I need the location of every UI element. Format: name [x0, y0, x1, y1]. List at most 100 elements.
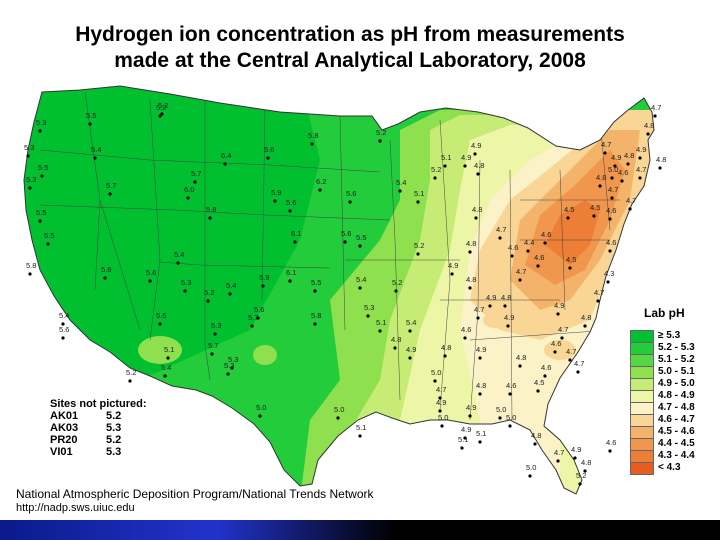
site-marker — [228, 292, 232, 296]
site-marker — [608, 217, 612, 221]
site-marker — [261, 284, 265, 288]
site-value-label: 4.9 — [461, 153, 471, 162]
site-value-label: 6.2 — [316, 177, 326, 186]
site-marker — [473, 152, 477, 156]
site-value-label: 5.6 — [254, 305, 264, 314]
site-marker — [193, 180, 197, 184]
site-marker — [626, 162, 630, 166]
site-marker — [348, 200, 352, 204]
site-value-label: 4.6 — [541, 363, 551, 372]
site-marker — [398, 189, 402, 193]
site-value-label: 4.7 — [636, 165, 646, 174]
site-value-label: 4.5 — [564, 205, 574, 214]
site-marker — [46, 242, 50, 246]
site-value-label: 5.8 — [26, 261, 36, 270]
site-marker — [658, 166, 662, 170]
site-marker — [460, 446, 464, 450]
site-marker — [498, 236, 502, 240]
site-marker — [288, 279, 292, 283]
site-marker — [653, 114, 657, 118]
site-value-label: 5.6 — [146, 268, 156, 277]
site-row: AK03 5.3 — [50, 422, 147, 434]
site-marker — [613, 164, 617, 168]
site-value-label: 4.8 — [516, 353, 526, 362]
site-marker — [488, 304, 492, 308]
legend-swatch — [630, 461, 654, 475]
site-value-label: 5.1 — [164, 345, 174, 354]
site-value-label: 4.8 — [656, 155, 666, 164]
site-value-label: 4.9 — [636, 145, 646, 154]
site-value-label: 5.1 — [414, 189, 424, 198]
site-value-label: 4.7 — [601, 140, 611, 149]
site-marker — [293, 240, 297, 244]
site-marker — [378, 329, 382, 333]
site-marker — [443, 164, 447, 168]
site-marker — [226, 372, 230, 376]
site-marker — [526, 249, 530, 253]
site-value-label: 4.9 — [448, 261, 458, 270]
legend-item: 4.6 - 4.7 — [630, 413, 695, 427]
state-boundaries — [39, 91, 620, 421]
site-value-label: 5.0 — [506, 413, 516, 422]
site-marker — [566, 216, 570, 220]
site-value-label: 4.9 — [471, 141, 481, 150]
site-value-label: 5.8 — [311, 311, 321, 320]
site-marker — [336, 416, 340, 420]
site-value-label: 4.9 — [461, 425, 471, 434]
legend-label: 5.1 - 5.2 — [658, 354, 695, 365]
site-marker — [26, 154, 30, 158]
site-marker — [628, 207, 632, 211]
site-value-label: 4.7 — [608, 185, 618, 194]
site-marker — [394, 289, 398, 293]
site-value-label: 5.7 — [106, 181, 116, 190]
site-marker — [103, 276, 107, 280]
site-marker — [273, 199, 277, 203]
site-marker — [583, 469, 587, 473]
legend-item: 5.0 - 5.1 — [630, 365, 695, 379]
site-value-label: 4.6 — [551, 339, 561, 348]
site-value-label: 4.8 — [472, 205, 482, 214]
site-marker — [536, 389, 540, 393]
site-marker — [208, 216, 212, 220]
site-value-label: 5.4 — [406, 318, 416, 327]
site-value-label: 4.8 — [501, 293, 511, 302]
site-value-label: 4.8 — [466, 275, 476, 284]
site-marker — [443, 354, 447, 358]
site-marker — [38, 129, 42, 133]
site-value-label: 5.6 — [346, 189, 356, 198]
site-marker — [608, 449, 612, 453]
site-marker — [583, 324, 587, 328]
site-value-label: 5.4 — [226, 281, 236, 290]
site-marker — [416, 200, 420, 204]
site-value-label: 5.2 — [392, 278, 402, 287]
legend-label: 4.9 - 5.0 — [658, 378, 695, 389]
source-url[interactable]: http://nadp.sws.uiuc.edu — [16, 502, 135, 514]
site-marker — [510, 254, 514, 258]
site-value-label: 4.6 — [606, 438, 616, 447]
site-value-label: 6.4 — [221, 151, 231, 160]
site-value-label: 4.4 — [524, 238, 534, 247]
site-value-label: 5.4 — [396, 178, 406, 187]
title-line-1: Hydrogen ion concentration as pH from me… — [75, 23, 625, 46]
site-value-label: 4.6 — [508, 243, 518, 252]
site-marker — [108, 192, 112, 196]
site-marker — [474, 216, 478, 220]
site-marker — [343, 240, 347, 244]
site-marker — [610, 176, 614, 180]
legend-item: 4.8 - 4.9 — [630, 389, 695, 403]
site-marker — [468, 414, 472, 418]
site-marker — [608, 249, 612, 253]
site-marker — [206, 299, 210, 303]
site-value-label: 5.6 — [341, 229, 351, 238]
site-value-label: 4.9 — [486, 293, 496, 302]
site-marker — [28, 186, 32, 190]
site-value-label: 4.7 — [436, 385, 446, 394]
site-marker — [266, 156, 270, 160]
site-value-label: 4.6 — [534, 253, 544, 262]
site-marker — [568, 266, 572, 270]
site-value-label: 4.6 — [461, 325, 471, 334]
legend-item: 4.9 - 5.0 — [630, 377, 695, 391]
site-marker — [518, 364, 522, 368]
site-value-label: 5.9 — [271, 188, 281, 197]
site-value-label: 6.1 — [286, 268, 296, 277]
